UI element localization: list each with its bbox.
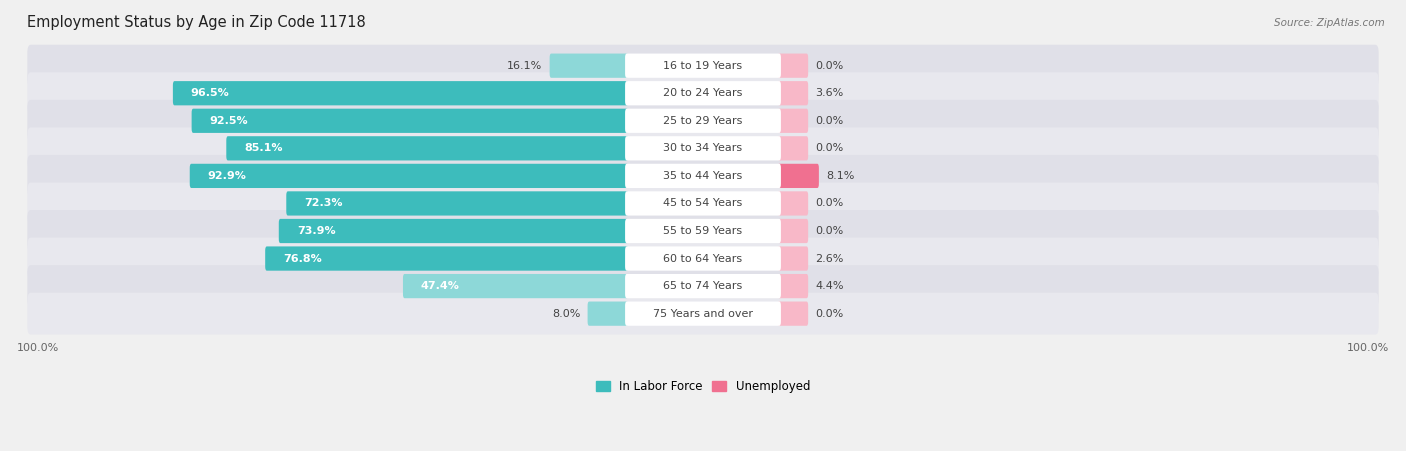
FancyBboxPatch shape [626, 302, 780, 326]
FancyBboxPatch shape [27, 155, 1379, 197]
Text: 0.0%: 0.0% [815, 308, 844, 319]
FancyBboxPatch shape [778, 81, 808, 106]
Text: 16 to 19 Years: 16 to 19 Years [664, 61, 742, 71]
FancyBboxPatch shape [27, 100, 1379, 142]
FancyBboxPatch shape [190, 164, 628, 188]
FancyBboxPatch shape [626, 109, 780, 133]
Text: 72.3%: 72.3% [304, 198, 343, 208]
Text: 0.0%: 0.0% [815, 116, 844, 126]
FancyBboxPatch shape [778, 274, 808, 298]
FancyBboxPatch shape [626, 136, 780, 161]
FancyBboxPatch shape [266, 246, 628, 271]
FancyBboxPatch shape [626, 54, 780, 78]
Text: 4.4%: 4.4% [815, 281, 844, 291]
FancyBboxPatch shape [626, 246, 780, 271]
Text: 60 to 64 Years: 60 to 64 Years [664, 253, 742, 263]
FancyBboxPatch shape [626, 81, 780, 106]
Text: 47.4%: 47.4% [420, 281, 460, 291]
FancyBboxPatch shape [550, 54, 628, 78]
FancyBboxPatch shape [173, 81, 628, 106]
Text: 25 to 29 Years: 25 to 29 Years [664, 116, 742, 126]
FancyBboxPatch shape [27, 238, 1379, 280]
Text: 8.1%: 8.1% [825, 171, 855, 181]
FancyBboxPatch shape [778, 246, 808, 271]
FancyBboxPatch shape [778, 136, 808, 161]
FancyBboxPatch shape [778, 191, 808, 216]
Text: 75 Years and over: 75 Years and over [652, 308, 754, 319]
Text: Source: ZipAtlas.com: Source: ZipAtlas.com [1274, 18, 1385, 28]
Text: 0.0%: 0.0% [815, 198, 844, 208]
FancyBboxPatch shape [27, 127, 1379, 169]
FancyBboxPatch shape [191, 109, 628, 133]
Text: 85.1%: 85.1% [245, 143, 283, 153]
FancyBboxPatch shape [27, 265, 1379, 307]
FancyBboxPatch shape [588, 302, 628, 326]
FancyBboxPatch shape [27, 210, 1379, 252]
FancyBboxPatch shape [778, 219, 808, 243]
Text: 2.6%: 2.6% [815, 253, 844, 263]
Legend: In Labor Force, Unemployed: In Labor Force, Unemployed [591, 376, 815, 398]
FancyBboxPatch shape [778, 302, 808, 326]
Text: 3.6%: 3.6% [815, 88, 844, 98]
FancyBboxPatch shape [626, 164, 780, 188]
Text: 96.5%: 96.5% [191, 88, 229, 98]
Text: 20 to 24 Years: 20 to 24 Years [664, 88, 742, 98]
FancyBboxPatch shape [778, 54, 808, 78]
Text: 35 to 44 Years: 35 to 44 Years [664, 171, 742, 181]
FancyBboxPatch shape [278, 219, 628, 243]
FancyBboxPatch shape [778, 164, 818, 188]
FancyBboxPatch shape [626, 191, 780, 216]
Text: 0.0%: 0.0% [815, 61, 844, 71]
Text: 8.0%: 8.0% [553, 308, 581, 319]
FancyBboxPatch shape [27, 293, 1379, 335]
FancyBboxPatch shape [626, 274, 780, 298]
FancyBboxPatch shape [626, 219, 780, 243]
Text: 16.1%: 16.1% [508, 61, 543, 71]
FancyBboxPatch shape [27, 45, 1379, 87]
Text: 45 to 54 Years: 45 to 54 Years [664, 198, 742, 208]
FancyBboxPatch shape [226, 136, 628, 161]
Text: 30 to 34 Years: 30 to 34 Years [664, 143, 742, 153]
FancyBboxPatch shape [27, 72, 1379, 114]
Text: Employment Status by Age in Zip Code 11718: Employment Status by Age in Zip Code 117… [27, 15, 366, 30]
Text: 76.8%: 76.8% [283, 253, 322, 263]
Text: 92.5%: 92.5% [209, 116, 249, 126]
FancyBboxPatch shape [404, 274, 628, 298]
Text: 55 to 59 Years: 55 to 59 Years [664, 226, 742, 236]
FancyBboxPatch shape [778, 109, 808, 133]
FancyBboxPatch shape [287, 191, 628, 216]
Text: 92.9%: 92.9% [208, 171, 246, 181]
Text: 65 to 74 Years: 65 to 74 Years [664, 281, 742, 291]
Text: 73.9%: 73.9% [297, 226, 336, 236]
Text: 0.0%: 0.0% [815, 226, 844, 236]
FancyBboxPatch shape [27, 183, 1379, 225]
Text: 0.0%: 0.0% [815, 143, 844, 153]
